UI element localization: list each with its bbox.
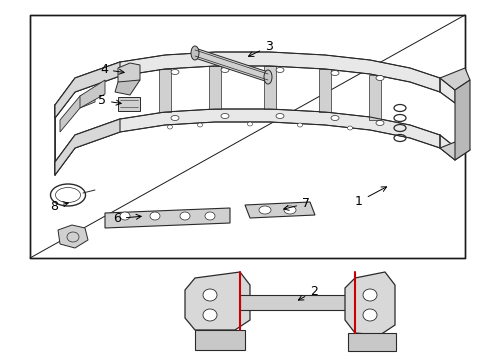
Ellipse shape <box>330 116 338 121</box>
Ellipse shape <box>247 122 252 126</box>
Polygon shape <box>80 80 105 108</box>
Polygon shape <box>55 52 454 118</box>
Text: 2: 2 <box>298 285 317 300</box>
Text: 7: 7 <box>283 197 309 210</box>
Ellipse shape <box>167 125 172 129</box>
Polygon shape <box>30 15 464 258</box>
Polygon shape <box>55 119 120 175</box>
Polygon shape <box>58 225 88 248</box>
Polygon shape <box>105 208 229 228</box>
Polygon shape <box>318 69 330 112</box>
Polygon shape <box>60 90 95 132</box>
Ellipse shape <box>203 289 217 301</box>
Text: 5: 5 <box>98 94 121 107</box>
Ellipse shape <box>171 116 179 121</box>
Ellipse shape <box>362 309 376 321</box>
Polygon shape <box>118 63 140 86</box>
Ellipse shape <box>347 126 352 130</box>
Text: 4: 4 <box>100 63 124 76</box>
FancyBboxPatch shape <box>347 333 395 351</box>
Ellipse shape <box>375 76 383 81</box>
FancyBboxPatch shape <box>195 330 244 350</box>
Text: 3: 3 <box>248 40 272 57</box>
Polygon shape <box>244 202 314 218</box>
Ellipse shape <box>362 289 376 301</box>
Polygon shape <box>368 75 380 120</box>
Text: 1: 1 <box>354 187 386 208</box>
Ellipse shape <box>221 68 228 72</box>
Ellipse shape <box>120 212 130 220</box>
Ellipse shape <box>284 206 295 214</box>
Ellipse shape <box>275 113 284 118</box>
Polygon shape <box>208 66 221 109</box>
Ellipse shape <box>264 70 271 84</box>
Polygon shape <box>195 48 267 82</box>
Polygon shape <box>240 295 359 310</box>
Ellipse shape <box>180 212 190 220</box>
Ellipse shape <box>330 71 338 76</box>
Ellipse shape <box>221 113 228 118</box>
Ellipse shape <box>297 123 302 127</box>
Ellipse shape <box>197 123 202 127</box>
Polygon shape <box>264 66 275 109</box>
Polygon shape <box>159 69 171 112</box>
Polygon shape <box>115 80 140 95</box>
Ellipse shape <box>375 121 383 126</box>
Ellipse shape <box>275 68 284 72</box>
Polygon shape <box>439 138 469 160</box>
FancyBboxPatch shape <box>118 97 140 111</box>
Polygon shape <box>55 62 120 118</box>
Ellipse shape <box>203 309 217 321</box>
Text: 8: 8 <box>50 200 68 213</box>
Ellipse shape <box>191 46 199 60</box>
Polygon shape <box>55 109 454 175</box>
Polygon shape <box>439 68 469 90</box>
Polygon shape <box>184 272 249 330</box>
Polygon shape <box>454 80 469 160</box>
Ellipse shape <box>171 69 179 75</box>
Ellipse shape <box>204 212 215 220</box>
Ellipse shape <box>259 206 270 214</box>
Ellipse shape <box>150 212 160 220</box>
Text: 6: 6 <box>113 212 141 225</box>
Polygon shape <box>345 272 394 335</box>
